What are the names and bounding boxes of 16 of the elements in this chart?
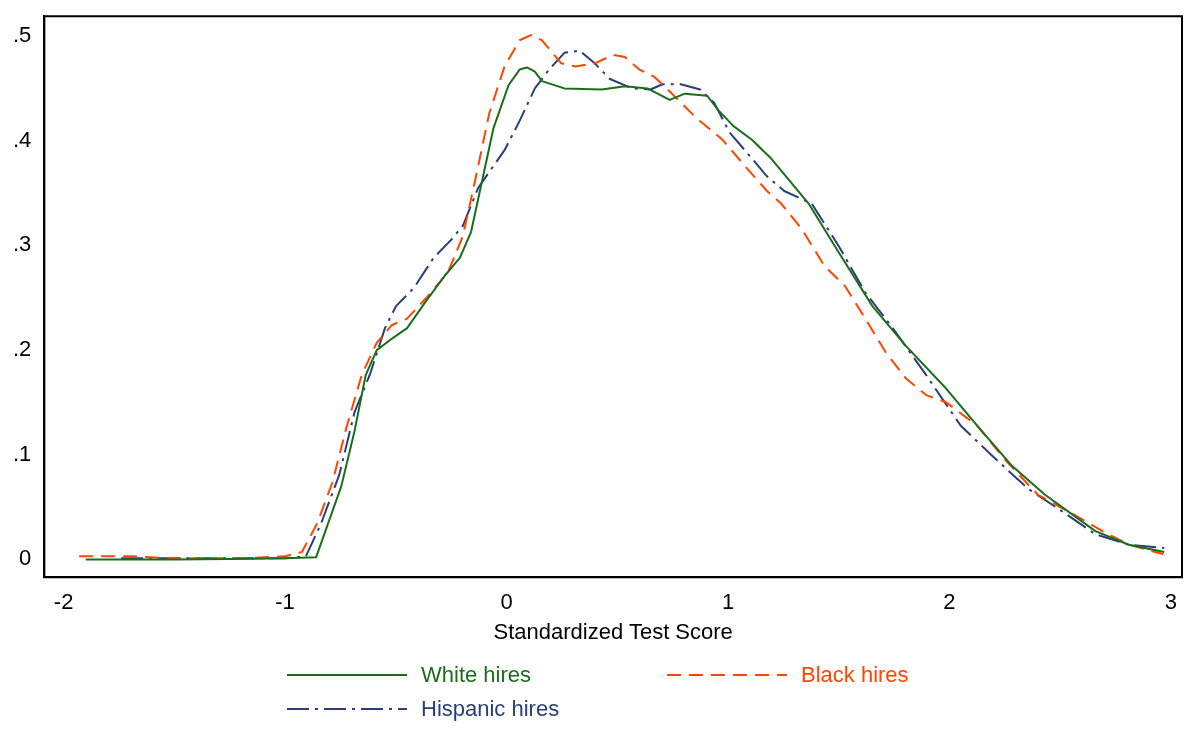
x-tick-label: 2 [943, 589, 956, 615]
x-tick-label: -1 [275, 589, 295, 615]
y-tick-label: .3 [12, 231, 32, 257]
x-axis-title: Standardized Test Score [493, 618, 733, 644]
x-tick-label: 0 [500, 589, 513, 615]
y-tick-label: 0 [19, 545, 32, 571]
x-tick-label: 3 [1164, 589, 1178, 615]
x-tick-label: 1 [721, 589, 735, 615]
text: White hires [421, 662, 532, 688]
y-tick-label: .2 [12, 336, 32, 362]
y-tick-label: .5 [12, 22, 32, 48]
text: Hispanic hires [421, 696, 560, 722]
y-tick-label: .1 [12, 440, 32, 466]
text: Black hires [801, 662, 909, 688]
y-tick-label: .4 [12, 126, 32, 152]
x-tick-label: -2 [53, 589, 74, 615]
